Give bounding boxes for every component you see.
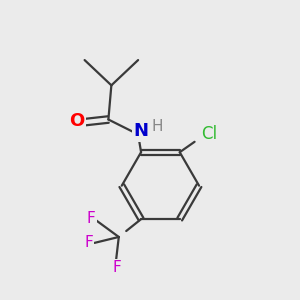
Text: O: O (70, 112, 85, 130)
Text: H: H (152, 119, 163, 134)
Text: Cl: Cl (201, 125, 218, 143)
Text: N: N (134, 122, 148, 140)
Text: F: F (112, 260, 121, 275)
Text: F: F (84, 236, 93, 250)
Text: F: F (87, 211, 95, 226)
